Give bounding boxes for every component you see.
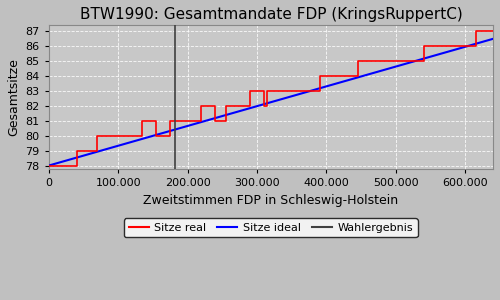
X-axis label: Zweitstimmen FDP in Schleswig-Holstein: Zweitstimmen FDP in Schleswig-Holstein	[144, 194, 398, 207]
Legend: Sitze real, Sitze ideal, Wahlergebnis: Sitze real, Sitze ideal, Wahlergebnis	[124, 218, 418, 237]
Title: BTW1990: Gesamtmandate FDP (KringsRuppertC): BTW1990: Gesamtmandate FDP (KringsRupper…	[80, 7, 462, 22]
Y-axis label: Gesamtsitze: Gesamtsitze	[7, 58, 20, 136]
